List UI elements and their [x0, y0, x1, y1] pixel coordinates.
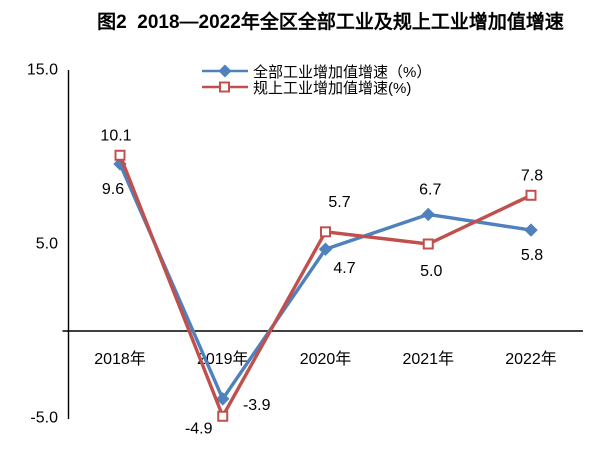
- square-marker-above-scale-industry: [525, 189, 537, 201]
- diamond-marker-total-industry: [216, 392, 230, 406]
- data-label-above-scale-industry: 10.1: [100, 127, 131, 144]
- y-tick-label-15: 15.0: [27, 62, 58, 79]
- data-label-above-scale-industry: 5.7: [328, 194, 350, 211]
- x-tick-label-2020: 2020年: [300, 350, 352, 368]
- series-line-above-scale-industry: [118, 154, 532, 421]
- data-label-above-scale-industry: 5.0: [420, 263, 442, 280]
- data-label-total-industry: 9.6: [102, 181, 124, 198]
- x-tick-label-2021: 2021年: [402, 350, 454, 368]
- square-marker-above-scale-industry: [422, 238, 434, 250]
- x-tick-label-2019: 2019年: [197, 350, 249, 368]
- series-layer: 9.6 -3.9 4.7 6.7 5.8 10.1 -4.9 5.7 5.0 7.8: [100, 127, 543, 437]
- diamond-marker-total-industry: [421, 207, 435, 222]
- legend-label-total-industry: 全部工业增加值增速（%）: [253, 63, 432, 81]
- square-marker-above-scale-industry: [114, 149, 126, 161]
- chart-title: 图2 2018—2022年全区全部工业及规上工业增加值增速: [97, 12, 564, 33]
- legend-line-open-square-icon: [202, 81, 248, 93]
- data-label-total-industry: 5.8: [521, 247, 543, 264]
- legend-item-above-scale-industry: 规上工业增加值增速(%): [201, 79, 431, 97]
- data-label-above-scale-industry: -4.9: [185, 420, 213, 437]
- y-tick-label-5: 5.0: [36, 236, 58, 253]
- data-label-total-industry: 4.7: [333, 260, 355, 277]
- x-tick-label-2022: 2022年: [505, 350, 557, 368]
- square-marker-above-scale-industry: [217, 410, 229, 422]
- y-tick-label-neg5: -5.0: [30, 410, 58, 427]
- legend-item-total-industry: 全部工业增加值增速（%）: [201, 63, 432, 81]
- data-label-total-industry: 6.7: [419, 181, 441, 198]
- diamond-marker-total-industry: [524, 223, 538, 237]
- data-label-total-industry: -3.9: [243, 397, 271, 414]
- legend-line-diamond-icon: [202, 64, 248, 78]
- square-marker-above-scale-industry: [320, 226, 331, 238]
- data-label-above-scale-industry: 7.8: [521, 167, 543, 184]
- chart-legend: 全部工业增加值增速（%） 规上工业增加值增速(%): [201, 63, 432, 97]
- x-tick-label-2018: 2018年: [94, 350, 146, 368]
- legend-label-above-scale-industry: 规上工业增加值增速(%): [253, 79, 412, 97]
- diamond-marker-total-industry: [318, 242, 333, 256]
